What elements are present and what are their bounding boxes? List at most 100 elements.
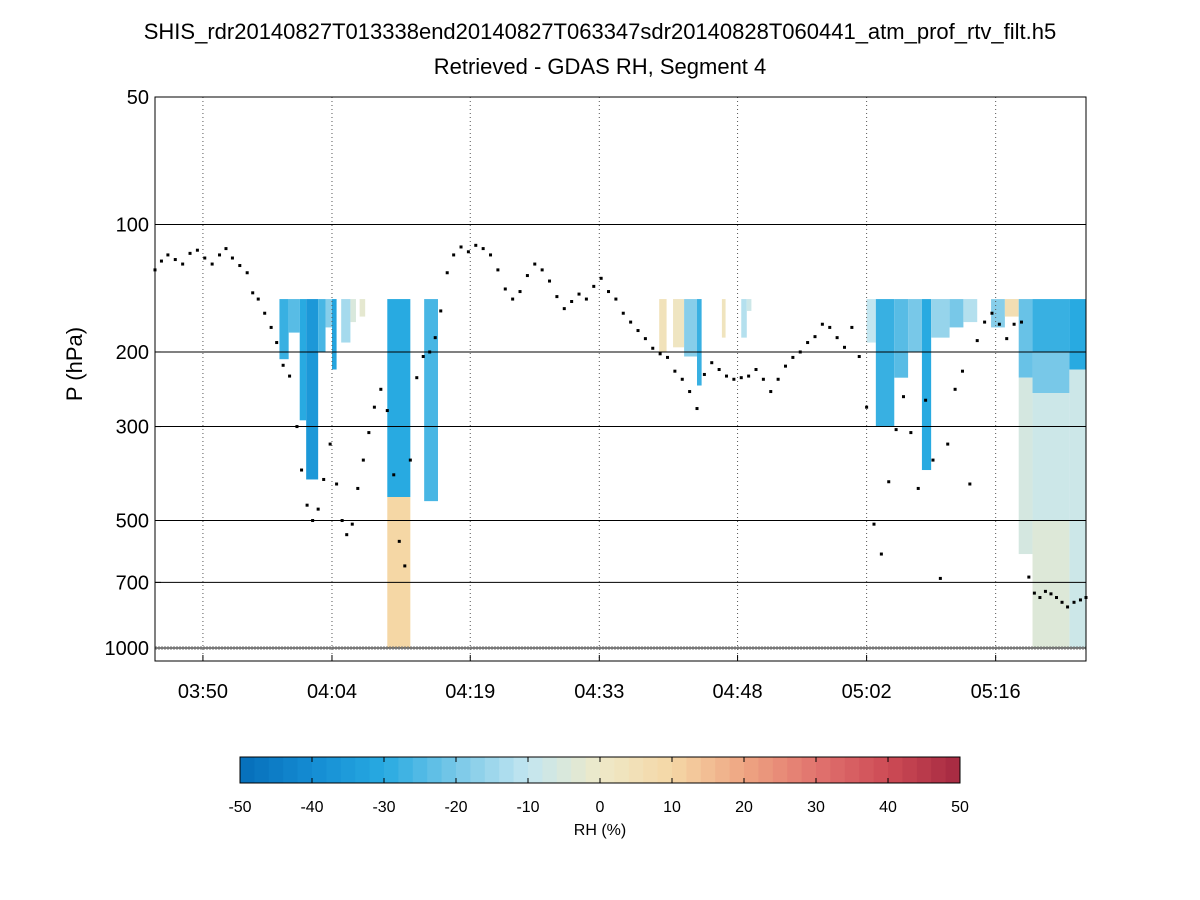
colorbar-tick-label: -20 bbox=[444, 799, 467, 816]
colorbar-segment bbox=[830, 757, 846, 783]
heatmap-cell bbox=[659, 299, 667, 352]
data-point bbox=[415, 376, 419, 380]
heatmap-cell bbox=[318, 299, 326, 352]
data-point bbox=[798, 350, 802, 354]
data-point bbox=[614, 297, 618, 301]
data-point bbox=[392, 473, 396, 477]
data-point bbox=[288, 374, 292, 378]
data-point bbox=[340, 519, 344, 523]
data-point bbox=[1055, 596, 1059, 600]
data-point bbox=[540, 268, 544, 272]
colorbar-segment bbox=[801, 757, 817, 783]
data-point bbox=[1012, 322, 1016, 326]
data-point bbox=[783, 364, 787, 368]
x-tick-label: 03:50 bbox=[178, 681, 228, 703]
heatmap-cell bbox=[341, 299, 351, 343]
heatmap-cell bbox=[746, 299, 752, 311]
y-tick-label: 300 bbox=[116, 417, 149, 439]
data-point bbox=[555, 295, 559, 299]
data-point bbox=[887, 480, 891, 484]
colorbar-tick-label: -50 bbox=[228, 799, 251, 816]
heatmap-cell bbox=[331, 299, 337, 370]
colorbar-tick-label: 0 bbox=[596, 799, 605, 816]
y-tick-label: 500 bbox=[116, 511, 149, 533]
data-point bbox=[481, 247, 485, 251]
data-point bbox=[489, 253, 493, 257]
heatmap-cell bbox=[387, 299, 411, 497]
colorbar-segment bbox=[873, 757, 889, 783]
colorbar-segment bbox=[441, 757, 457, 783]
heatmap-cell bbox=[1032, 299, 1070, 352]
y-axis-label: P (hPa) bbox=[62, 327, 87, 401]
data-point bbox=[584, 297, 588, 301]
data-point bbox=[421, 355, 425, 359]
colorbar-segment bbox=[902, 757, 918, 783]
colorbar-segment bbox=[384, 757, 399, 783]
data-point bbox=[305, 503, 309, 507]
x-tick-label: 04:33 bbox=[574, 681, 624, 703]
colorbar-segment bbox=[931, 757, 947, 783]
colorbar-segment bbox=[312, 757, 327, 783]
data-point bbox=[946, 442, 950, 446]
data-point bbox=[210, 262, 214, 266]
heatmap-cell bbox=[424, 299, 438, 502]
colorbar-tick-label: 30 bbox=[807, 799, 825, 816]
colorbar-segment bbox=[528, 757, 543, 783]
colorbar-segment bbox=[700, 757, 716, 783]
data-point bbox=[924, 398, 928, 402]
data-point bbox=[1038, 596, 1042, 600]
data-point bbox=[879, 552, 883, 556]
data-point bbox=[1043, 589, 1047, 593]
data-point bbox=[968, 482, 972, 486]
x-tick-label: 04:04 bbox=[307, 681, 357, 703]
colorbar-tick-label: 40 bbox=[879, 799, 897, 816]
data-point bbox=[439, 309, 443, 313]
data-point bbox=[251, 291, 255, 295]
colorbar-tick-label: 10 bbox=[663, 799, 681, 816]
colorbar-segment bbox=[672, 757, 687, 783]
data-point bbox=[835, 336, 839, 340]
data-point bbox=[806, 341, 810, 345]
heatmap-cell bbox=[866, 299, 876, 343]
data-point bbox=[525, 274, 529, 278]
heatmap-cell bbox=[359, 299, 366, 317]
data-point bbox=[599, 276, 603, 280]
data-point bbox=[361, 458, 365, 462]
data-point bbox=[739, 376, 743, 380]
data-point bbox=[1078, 598, 1082, 602]
data-point bbox=[188, 251, 192, 255]
colorbar-segment bbox=[628, 757, 644, 783]
data-point bbox=[894, 428, 898, 432]
data-point bbox=[316, 507, 320, 511]
colorbar-segment bbox=[470, 757, 486, 783]
y-tick-label: 100 bbox=[116, 214, 149, 236]
colorbar-segment bbox=[369, 757, 385, 783]
data-point bbox=[577, 292, 581, 296]
data-point bbox=[452, 253, 456, 257]
data-point bbox=[776, 377, 780, 381]
colorbar-segment bbox=[283, 757, 299, 783]
data-point bbox=[747, 374, 751, 378]
y-tick-label: 200 bbox=[116, 342, 149, 364]
heatmap-cell bbox=[387, 496, 411, 648]
data-point bbox=[651, 346, 655, 350]
data-point bbox=[195, 248, 199, 252]
data-point bbox=[256, 297, 260, 301]
data-point bbox=[629, 320, 633, 324]
heatmap-cell bbox=[1004, 299, 1019, 317]
data-point bbox=[397, 539, 401, 543]
data-point bbox=[754, 368, 758, 372]
data-point bbox=[850, 325, 854, 329]
colorbar-segment bbox=[254, 757, 270, 783]
data-point bbox=[496, 268, 500, 272]
data-point bbox=[1032, 591, 1036, 595]
colorbar-segment bbox=[643, 757, 659, 783]
data-point bbox=[791, 355, 795, 359]
data-point bbox=[245, 271, 249, 275]
heatmap-cell bbox=[350, 299, 356, 323]
colorbar-label: RH (%) bbox=[573, 822, 627, 839]
data-point bbox=[385, 409, 389, 413]
heatmap-cell bbox=[299, 299, 307, 421]
heatmap-cell bbox=[697, 299, 702, 386]
data-point bbox=[474, 243, 478, 247]
